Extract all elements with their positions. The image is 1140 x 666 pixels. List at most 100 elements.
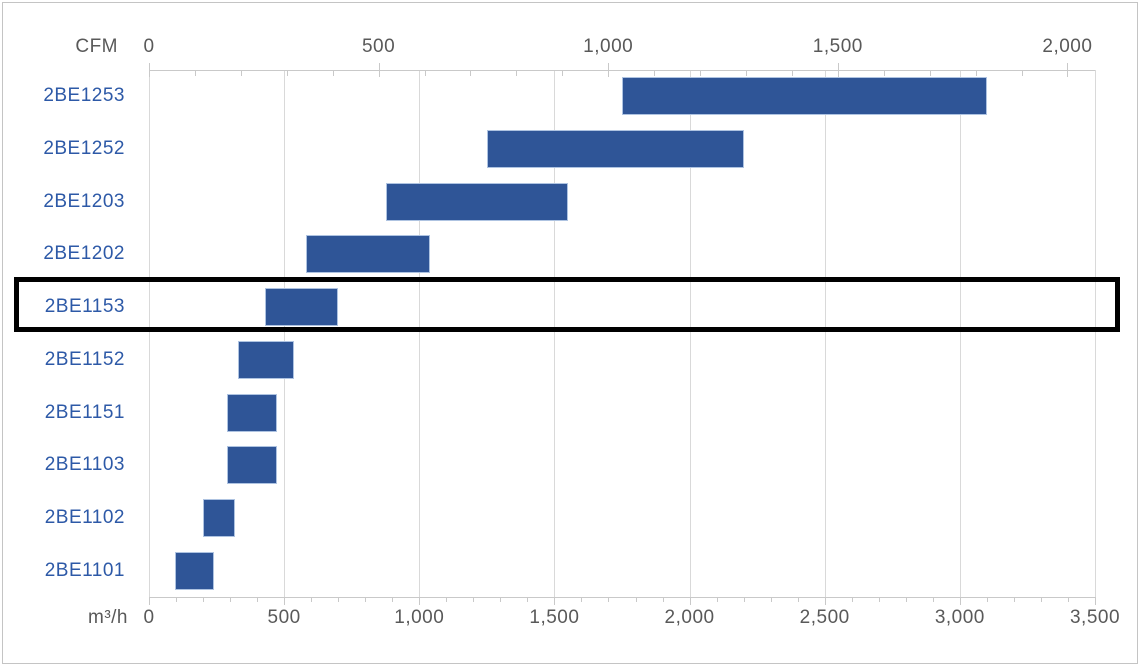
top-axis-minor-tick: [516, 70, 518, 76]
bottom-axis-minor-tick: [1013, 597, 1015, 602]
bottom-axis-line: [149, 597, 1095, 598]
bottom-axis-minor-tick: [230, 597, 232, 602]
bottom-axis-minor-tick: [716, 597, 718, 602]
bottom-axis-tick-label: 2,000: [664, 607, 715, 628]
gridline: [419, 70, 421, 597]
category-label-2BE1202: 2BE1202: [43, 243, 125, 265]
bar-2BE1102: [203, 498, 236, 537]
bottom-axis-minor-tick: [500, 597, 502, 602]
bottom-axis-tick-label: 500: [267, 607, 301, 628]
bottom-axis-minor-tick: [743, 597, 745, 602]
bottom-axis-minor-tick: [365, 597, 367, 602]
highlight-rectangle: [14, 277, 1120, 333]
bottom-axis-minor-tick: [1040, 597, 1042, 602]
category-label-2BE1253: 2BE1253: [43, 85, 125, 107]
category-label-2BE1101: 2BE1101: [44, 559, 125, 581]
bottom-axis-unit-label: m³/h: [88, 607, 128, 628]
top-axis-line: [149, 70, 1095, 71]
bottom-axis-major-tick: [959, 597, 961, 605]
bottom-axis-tick-label: 1,500: [529, 607, 580, 628]
top-axis-major-tick: [837, 63, 839, 77]
top-axis-major-tick: [608, 63, 610, 77]
category-label-2BE1152: 2BE1152: [44, 348, 125, 370]
top-axis-major-tick: [149, 63, 150, 77]
top-axis-minor-tick: [883, 70, 885, 76]
bottom-axis-minor-tick: [797, 597, 799, 602]
top-axis-minor-tick: [654, 70, 656, 76]
top-axis-minor-tick: [929, 70, 931, 76]
gridline: [959, 70, 961, 597]
top-axis-tick-label: 1,000: [583, 36, 634, 57]
top-axis-tick-label: 500: [361, 36, 396, 57]
top-axis-minor-tick: [700, 70, 702, 76]
top-axis-minor-tick: [791, 70, 793, 76]
gridline: [689, 70, 691, 597]
bottom-axis-major-tick: [284, 597, 286, 605]
bottom-axis-minor-tick: [608, 597, 610, 602]
top-axis-minor-tick: [332, 70, 334, 76]
top-axis-tick-label: 0: [143, 36, 155, 57]
bottom-axis-minor-tick: [986, 597, 988, 602]
bar-2BE1151: [227, 393, 278, 432]
category-label-2BE1252: 2BE1252: [43, 138, 125, 160]
bottom-axis-minor-tick: [581, 597, 583, 602]
category-label-2BE1103: 2BE1103: [44, 454, 125, 476]
bottom-axis-minor-tick: [527, 597, 529, 602]
bottom-axis-minor-tick: [392, 597, 394, 602]
gridline: [1095, 70, 1096, 597]
category-label-2BE1153: 2BE1153: [44, 296, 125, 318]
bottom-axis-major-tick: [824, 597, 826, 605]
bottom-axis-minor-tick: [932, 597, 934, 602]
bottom-axis-major-tick: [554, 597, 556, 605]
top-axis-minor-tick: [240, 70, 242, 76]
bottom-axis-minor-tick: [473, 597, 475, 602]
top-axis-minor-tick: [424, 70, 426, 76]
bar-2BE1202: [305, 235, 431, 274]
bottom-axis-tick-label: 0: [143, 607, 155, 628]
bottom-axis-minor-tick: [338, 597, 340, 602]
top-axis-minor-tick: [745, 70, 747, 76]
top-axis-minor-tick: [286, 70, 288, 76]
top-axis-minor-tick: [562, 70, 564, 76]
gridline: [824, 70, 826, 597]
gridline: [149, 70, 150, 597]
top-axis-minor-tick: [975, 70, 977, 76]
bottom-axis-minor-tick: [662, 597, 664, 602]
category-label-2BE1102: 2BE1102: [44, 506, 125, 528]
bottom-axis-minor-tick: [635, 597, 637, 602]
bar-2BE1203: [385, 182, 568, 221]
bottom-axis-major-tick: [689, 597, 691, 605]
bar-2BE1253: [622, 77, 987, 116]
bottom-axis-minor-tick: [203, 597, 205, 602]
bottom-axis-tick-label: 3,000: [934, 607, 985, 628]
bottom-axis-major-tick: [149, 597, 150, 605]
gridline: [284, 70, 286, 597]
bar-2BE1152: [238, 340, 294, 379]
top-axis-unit-label: CFM: [75, 36, 118, 57]
bottom-axis-minor-tick: [878, 597, 880, 602]
bottom-axis-minor-tick: [176, 597, 178, 602]
top-axis-minor-tick: [470, 70, 472, 76]
bar-2BE1153: [265, 288, 339, 327]
category-label-2BE1203: 2BE1203: [43, 190, 125, 212]
bar-2BE1252: [486, 130, 744, 169]
bottom-axis-tick-label: 1,000: [394, 607, 445, 628]
top-axis-tick-label: 1,500: [812, 36, 863, 57]
bottom-axis-minor-tick: [770, 597, 772, 602]
bar-2BE1103: [227, 446, 278, 485]
bottom-axis-minor-tick: [257, 597, 259, 602]
top-axis-tick-label: 2,000: [1042, 36, 1093, 57]
category-label-2BE1151: 2BE1151: [44, 401, 125, 423]
bottom-axis-major-tick: [419, 597, 421, 605]
bottom-axis-minor-tick: [851, 597, 853, 602]
top-axis-major-tick: [1067, 63, 1069, 77]
bottom-axis-minor-tick: [311, 597, 313, 602]
top-axis-major-tick: [378, 63, 380, 77]
top-axis-minor-tick: [1021, 70, 1023, 76]
top-axis-minor-tick: [194, 70, 196, 76]
gridline: [554, 70, 556, 597]
bottom-axis-tick-label: 2,500: [799, 607, 850, 628]
bottom-axis-tick-label: 3,500: [1069, 607, 1121, 628]
